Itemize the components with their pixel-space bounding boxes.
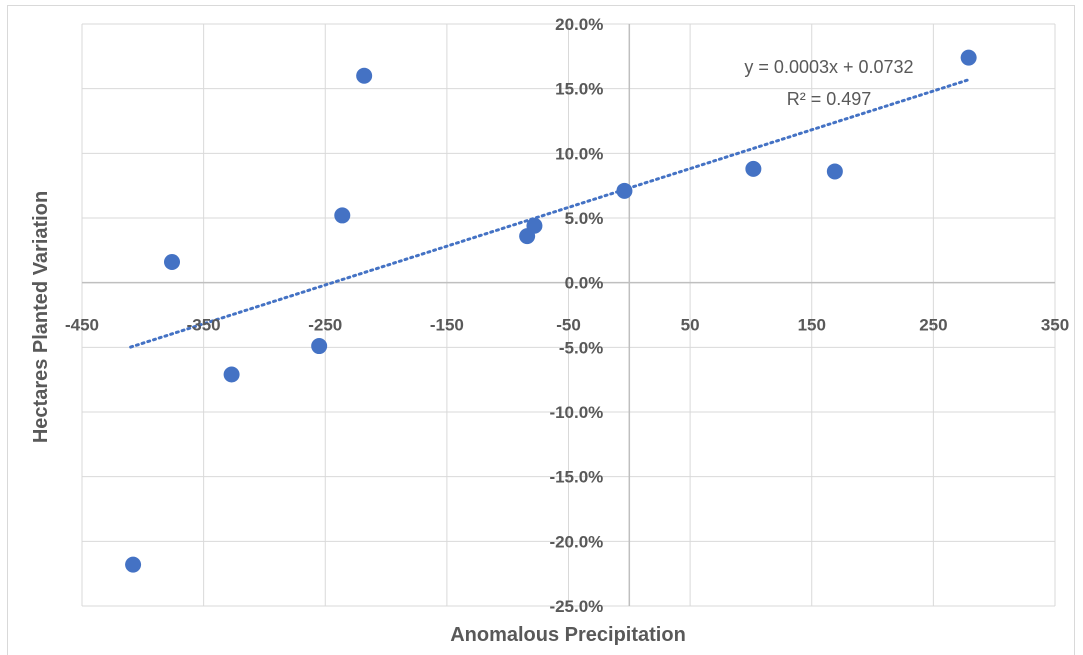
data-point [745,160,762,177]
y-tick-label: -15.0% [549,468,603,487]
trendline-r2: R² = 0.497 [787,89,872,109]
data-point [223,366,240,383]
y-tick-label: 5.0% [565,209,604,228]
y-tick-label: 15.0% [555,80,603,99]
data-point [334,207,351,224]
x-tick-label: 350 [1041,316,1069,335]
axes [82,24,1055,606]
trendline-equation: y = 0.0003x + 0.0732 [744,57,913,77]
data-point [526,217,543,234]
trendline-line [129,78,971,349]
data-point [826,163,843,180]
x-tick-label: 150 [798,316,826,335]
x-tick-label: -450 [65,316,99,335]
x-tick-label: -350 [187,316,221,335]
x-tick-label: -150 [430,316,464,335]
y-tick-label: 20.0% [555,15,603,34]
data-point [960,49,977,66]
y-tick-label: -20.0% [549,532,603,551]
x-tick-label: -50 [556,316,581,335]
x-axis-title: Anomalous Precipitation [450,624,686,646]
data-point [125,556,142,573]
y-tick-label: -5.0% [559,338,603,357]
y-tick-label: 10.0% [555,144,603,163]
x-tick-label: -250 [308,316,342,335]
y-tick-label: -10.0% [549,403,603,422]
data-point [616,182,633,199]
y-tick-label: -25.0% [549,597,603,616]
x-tick-label: 250 [919,316,947,335]
y-tick-label: 0.0% [565,274,604,293]
trendline [129,78,971,349]
data-point [356,67,373,84]
data-point [164,253,181,270]
data-point [311,338,328,355]
x-tick-label: 50 [681,316,700,335]
chart-frame [7,5,1075,655]
tick-labels: -450 -350 -250 -150 -50 50 150 250 350 20.0% 15.0%… [65,15,1069,616]
y-axis-title: Hectares Planted Variation [30,191,52,443]
data-points [125,49,977,573]
